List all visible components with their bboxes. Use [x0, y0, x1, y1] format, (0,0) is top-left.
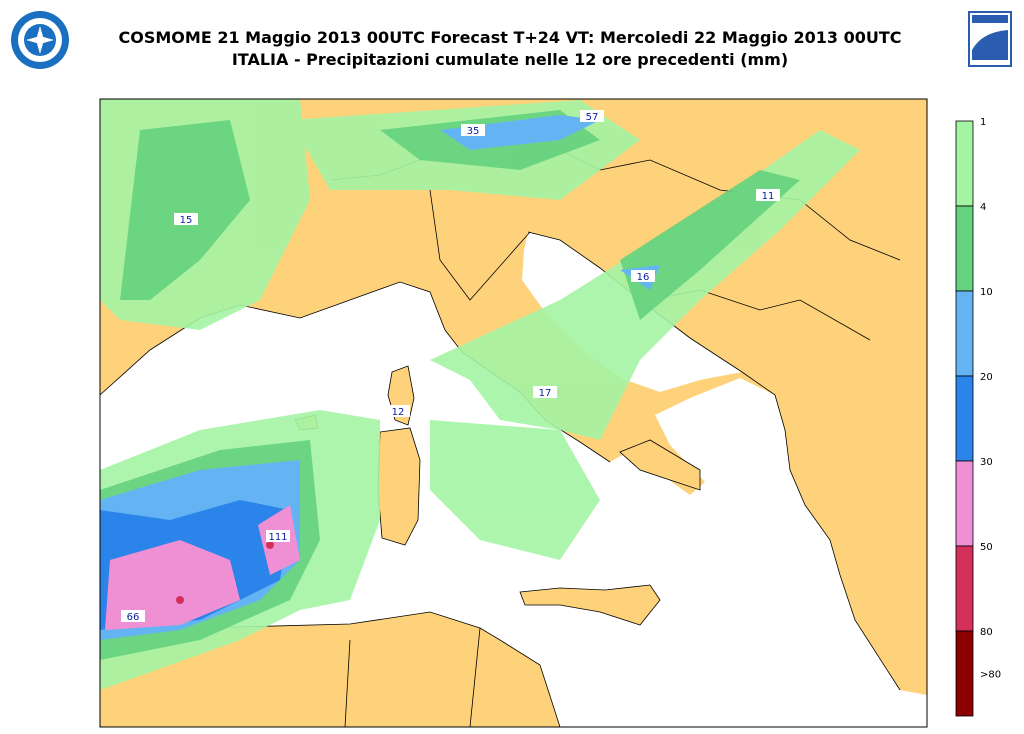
max-label: 111	[268, 532, 287, 543]
max-label: 15	[180, 215, 193, 226]
label-box	[756, 189, 780, 201]
map-frame	[99, 98, 928, 728]
max-label: 12	[392, 407, 405, 418]
map	[100, 99, 927, 727]
max-label: 11	[762, 191, 775, 202]
precip-heavy	[100, 115, 660, 640]
label-box	[533, 386, 557, 398]
colorbar-box	[955, 545, 974, 632]
max-label: 16	[637, 272, 650, 283]
label-box	[631, 270, 655, 282]
colorbar-box	[955, 120, 974, 207]
title: COSMOME 21 Maggio 2013 00UTC Forecast T+…	[118, 28, 902, 47]
label-box	[580, 110, 604, 122]
max-label: 66	[127, 612, 140, 623]
right-logo	[968, 11, 1012, 67]
colorbar-box	[955, 460, 974, 547]
max-label: 35	[467, 126, 480, 137]
colorbar-label: 50	[980, 542, 993, 553]
colorbar-box	[955, 630, 974, 717]
colorbar-label: 80	[980, 627, 993, 638]
colorbar-label: 4	[980, 202, 986, 213]
islands	[294, 365, 701, 626]
colorbar-label: >80	[980, 670, 1001, 681]
colorbar-box	[955, 290, 974, 377]
colorbar-label: 30	[980, 457, 993, 468]
colorbar-label: 10	[980, 287, 993, 298]
label-box	[121, 610, 145, 622]
label-box	[174, 213, 198, 225]
colorbar-label: 1	[980, 117, 986, 128]
label-box	[266, 530, 290, 542]
colorbar-box	[955, 375, 974, 462]
label-box	[461, 124, 485, 136]
left-logo	[11, 11, 69, 69]
colorbar-box	[955, 205, 974, 292]
max-label: 17	[539, 388, 552, 399]
subtitle: ITALIA - Precipitazioni cumulate nelle 1…	[231, 50, 789, 69]
colorbar-label: 20	[980, 372, 993, 383]
label-box	[386, 405, 410, 417]
max-label: 57	[586, 112, 599, 123]
